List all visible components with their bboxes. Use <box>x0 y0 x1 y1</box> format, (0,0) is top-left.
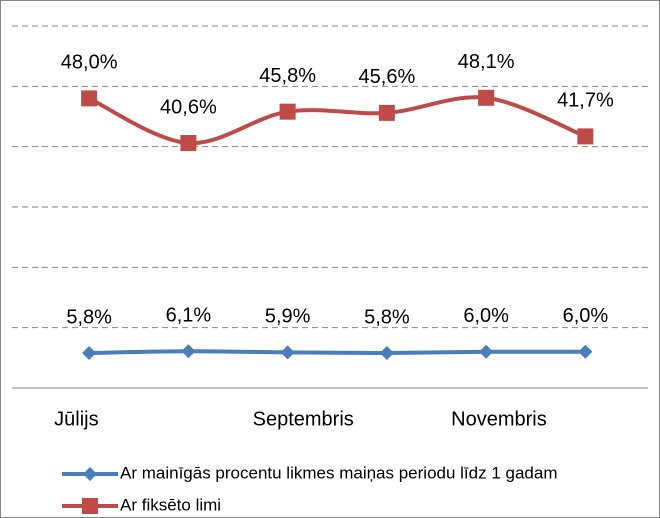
marker <box>578 344 593 359</box>
marker <box>82 346 97 361</box>
marker <box>479 344 494 359</box>
series-line <box>89 349 586 356</box>
marker <box>82 498 98 514</box>
data-label: 6,1% <box>166 304 212 326</box>
marker <box>180 135 197 152</box>
series-line <box>88 95 587 146</box>
legend-entry: Ar mainīgās procentu likmes maiņas perio… <box>62 463 558 482</box>
x-tick-label: Septembris <box>253 408 354 430</box>
marker <box>279 103 296 120</box>
data-label: 5,8% <box>364 306 410 328</box>
legend-label: Ar mainīgās procentu likmes maiņas perio… <box>120 463 558 482</box>
data-label: 5,9% <box>265 306 311 328</box>
marker <box>478 89 495 106</box>
x-tick-label: Jūlijs <box>54 408 98 430</box>
marker <box>81 90 98 107</box>
x-tick-label: Novembris <box>451 408 547 430</box>
legend-label: Ar fiksēto limi <box>120 495 221 514</box>
data-label: 5,8% <box>66 306 112 328</box>
data-label: 45,6% <box>359 66 416 88</box>
marker <box>378 104 395 121</box>
data-label: 40,6% <box>160 96 217 118</box>
data-label: 6,0% <box>463 305 509 327</box>
data-label: 45,8% <box>259 65 316 87</box>
data-label: 48,0% <box>61 52 118 74</box>
data-label: 6,0% <box>563 305 609 327</box>
marker <box>577 128 594 145</box>
legend-entry: Ar fiksēto limi <box>62 495 221 514</box>
data-label: 48,1% <box>458 51 515 73</box>
data-label: 41,7% <box>557 90 614 112</box>
marker <box>83 467 97 481</box>
marker <box>379 346 394 361</box>
marker <box>181 344 196 359</box>
marker <box>280 345 295 360</box>
